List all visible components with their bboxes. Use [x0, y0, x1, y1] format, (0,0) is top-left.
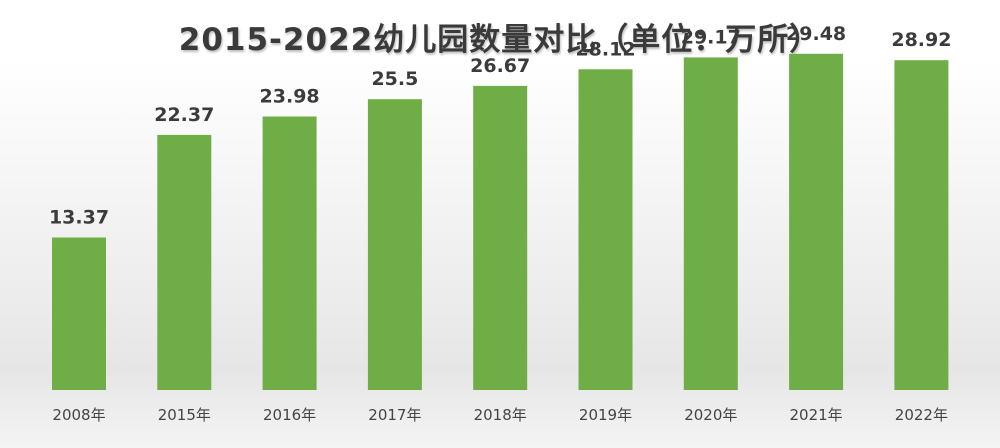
bar-7: [789, 53, 844, 391]
chart-title: 2015-2022幼儿园数量对比（单位：万所）: [178, 22, 822, 58]
x-labels-group: 2008年 2015年 2016年 2017年 2018年 2019年 2020年 2021年…: [52, 406, 948, 424]
x-tick-label-3: 2017年: [368, 406, 421, 424]
value-label-1: 22.37: [154, 104, 214, 126]
value-label-5: 28.12: [575, 38, 635, 60]
value-label-4: 26.67: [470, 55, 530, 77]
x-tick-label-4: 2018年: [474, 406, 527, 424]
value-label-8: 28.92: [891, 29, 951, 51]
bar-8: [894, 60, 949, 390]
bar-5: [578, 69, 633, 391]
bar-4: [473, 85, 528, 391]
x-tick-label-7: 2021年: [790, 406, 843, 424]
bar-2: [262, 116, 317, 390]
x-tick-label-0: 2008年: [52, 406, 105, 424]
x-tick-label-6: 2020年: [684, 406, 737, 424]
x-tick-label-5: 2019年: [579, 406, 632, 424]
value-label-0: 13.37: [49, 207, 109, 229]
bar-1: [157, 134, 212, 390]
bar-3: [367, 99, 422, 390]
bar-0: [52, 237, 106, 390]
x-tick-label-1: 2015年: [158, 406, 211, 424]
x-tick-label-8: 2022年: [895, 406, 948, 424]
value-label-3: 25.5: [371, 68, 418, 90]
bar-6: [683, 57, 738, 391]
value-label-7: 29.48: [786, 23, 846, 45]
bars-group: [52, 53, 949, 391]
value-label-6: 29.17: [681, 26, 741, 48]
x-tick-label-2: 2016年: [263, 406, 316, 424]
value-label-2: 23.98: [260, 86, 320, 108]
